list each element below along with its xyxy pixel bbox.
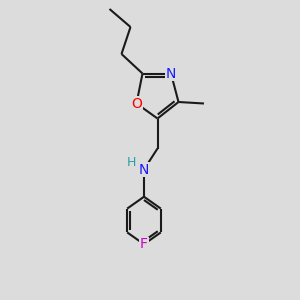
Text: H: H	[127, 156, 136, 170]
Text: F: F	[140, 237, 148, 251]
Text: N: N	[139, 163, 149, 176]
Text: N: N	[166, 67, 176, 80]
Text: O: O	[131, 97, 142, 110]
